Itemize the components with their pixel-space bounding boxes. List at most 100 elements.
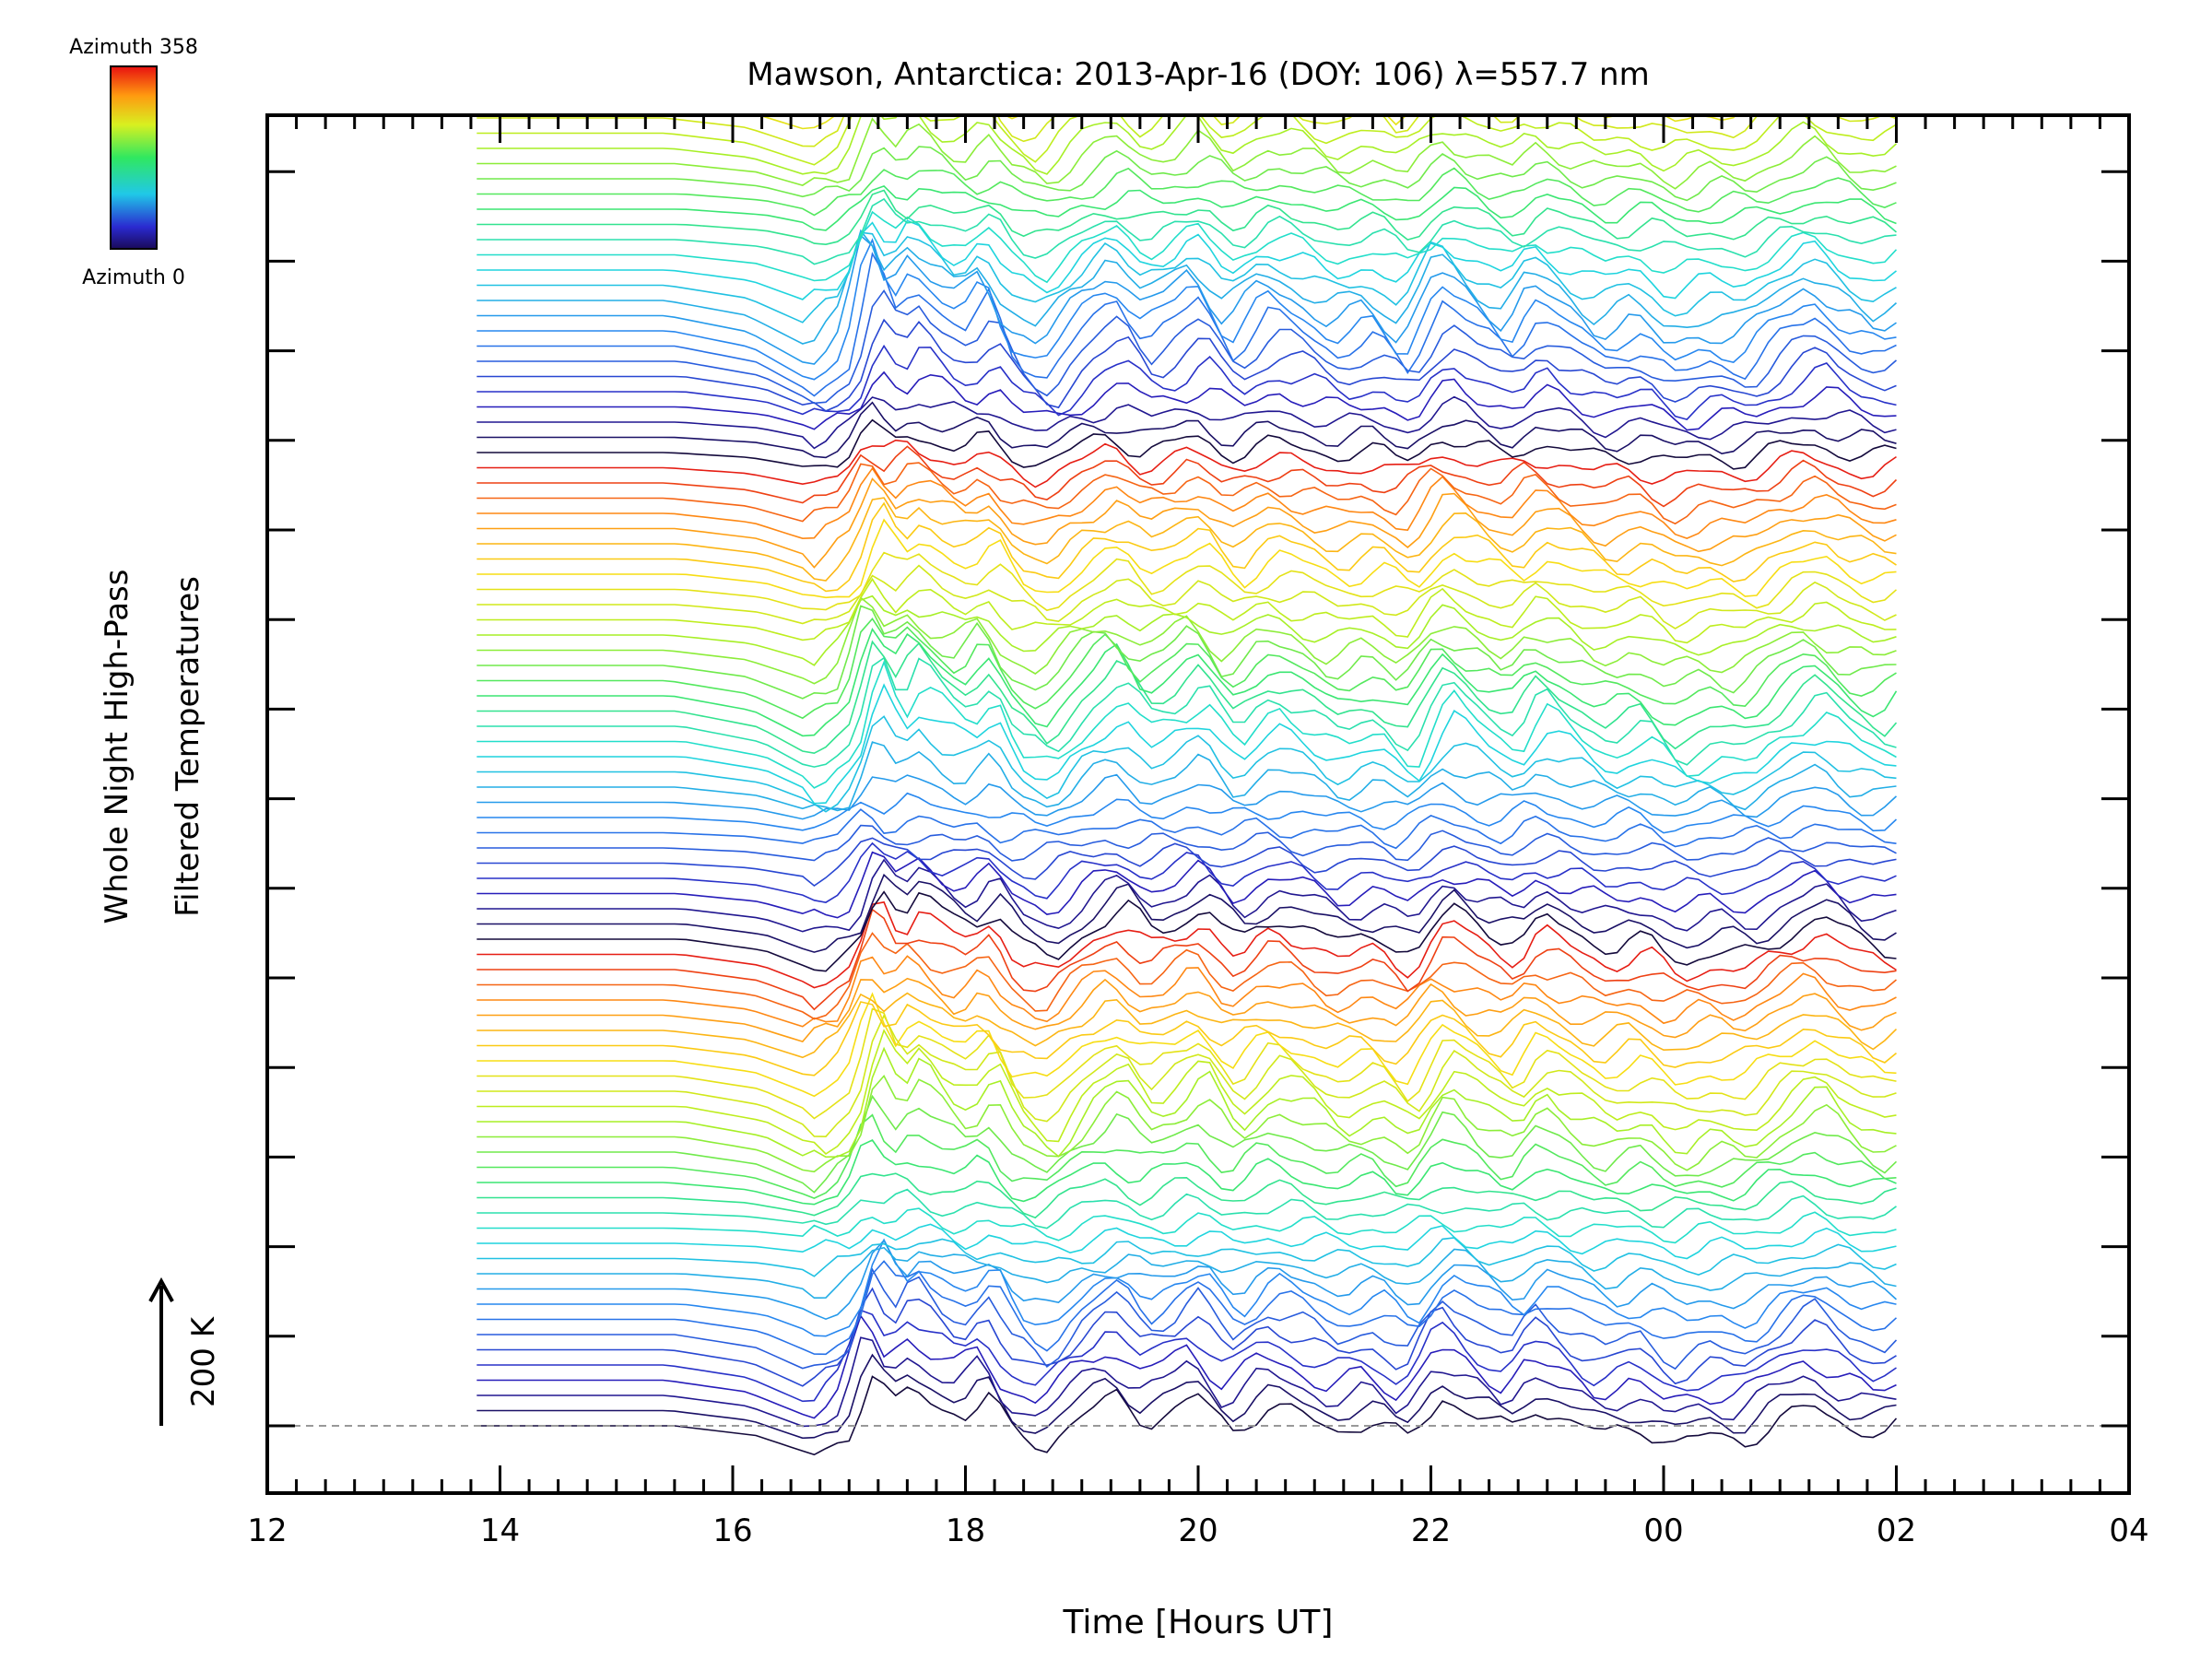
temperature-trace	[477, 477, 1897, 569]
temperature-trace	[477, 0, 1896, 57]
temperature-trace	[477, 1287, 1897, 1387]
temperature-trace	[477, 1094, 1898, 1194]
temperature-trace	[477, 518, 1897, 599]
x-tick-label: 04	[2109, 1512, 2148, 1549]
temperature-trace	[477, 873, 1897, 953]
temperature-trace	[477, 841, 1897, 903]
temperature-trace	[477, 890, 1897, 972]
x-tick-label: 22	[1411, 1512, 1451, 1549]
temperature-trace	[477, 1046, 1897, 1159]
temperature-trace	[477, 0, 1896, 7]
x-axis-label: Time [Hours UT]	[1063, 1604, 1334, 1641]
x-tick-label: 02	[1877, 1512, 1916, 1549]
temperature-trace	[477, 908, 1897, 1011]
temperature-trace	[477, 992, 1897, 1098]
temperature-trace	[477, 210, 1898, 284]
temperature-trace	[477, 851, 1897, 919]
temperature-trace	[477, 1001, 1898, 1077]
colorbar-top-label: Azimuth 358	[69, 36, 198, 59]
temperature-trace	[477, 318, 1897, 412]
scale-bar-arrowhead-icon	[148, 1277, 174, 1302]
temperature-trace	[477, 1309, 1897, 1403]
temperature-trace	[477, 115, 1898, 175]
temperature-trace	[477, 1238, 1897, 1337]
x-tick-label: 16	[712, 1512, 752, 1549]
x-tick-label: 18	[946, 1512, 985, 1549]
temperature-trace	[477, 605, 1897, 700]
temperature-trace	[477, 1239, 1898, 1321]
temperature-trace	[477, 992, 1898, 1059]
temperature-trace	[477, 1260, 1898, 1356]
temperature-trace	[477, 115, 1897, 166]
temperature-trace	[477, 219, 1898, 300]
temperature-trace	[477, 252, 1897, 397]
temperature-trace	[477, 900, 1897, 989]
temperature-traces	[477, 0, 1898, 1456]
temperature-trace	[477, 1113, 1897, 1199]
temperature-trace	[477, 0, 1896, 19]
temperature-trace	[477, 1188, 1897, 1230]
temperature-trace	[477, 344, 1897, 420]
temperature-trace	[477, 741, 1897, 812]
temperature-trace	[477, 231, 1897, 324]
temperature-trace	[477, 640, 1898, 755]
scale-bar: 200 K	[148, 1277, 222, 1426]
temperature-trace	[477, 1138, 1897, 1206]
colorbar-bottom-label: Azimuth 0	[82, 266, 185, 289]
temperature-trace	[477, 1074, 1897, 1173]
temperature-trace	[477, 395, 1897, 450]
temperature-trace	[477, 577, 1897, 644]
temperature-trace	[477, 656, 1897, 768]
temperature-trace	[477, 594, 1897, 666]
temperature-trace	[477, 197, 1897, 265]
temperature-trace	[477, 792, 1898, 834]
chart-title: Mawson, Antarctica: 2013-Apr-16 (DOY: 10…	[747, 56, 1649, 93]
y-axis-label-line2: Filtered Temperatures	[170, 576, 206, 917]
temperature-trace	[477, 1029, 1897, 1156]
temperature-trace	[477, 229, 1898, 345]
temperature-trace	[477, 1353, 1897, 1440]
temperature-trace	[477, 1314, 1897, 1419]
x-tick-label: 14	[480, 1512, 520, 1549]
temperature-trace	[477, 773, 1898, 820]
temperature-trace	[477, 501, 1897, 593]
temperature-trace	[477, 497, 1897, 582]
temperature-trace	[477, 1267, 1898, 1371]
temperature-trace	[477, 1223, 1897, 1260]
x-tick-label: 12	[247, 1512, 287, 1549]
temperature-trace	[477, 115, 1897, 147]
temperature-trace	[477, 1237, 1897, 1277]
temperature-trace	[477, 551, 1898, 612]
temperature-trace	[477, 0, 1896, 43]
x-tick-label: 00	[1643, 1512, 1683, 1549]
temperature-trace	[477, 238, 1897, 381]
temperature-trace	[477, 858, 1897, 933]
temperature-trace	[477, 146, 1897, 202]
temperature-trace	[477, 837, 1897, 887]
temperature-trace	[477, 660, 1897, 789]
temperature-trace	[477, 596, 1897, 685]
temperature-trace	[477, 1007, 1897, 1120]
temperature-trace	[477, 439, 1897, 488]
temperature-trace	[477, 977, 1897, 1043]
temperature-trace	[477, 932, 1898, 1020]
temperature-trace	[477, 627, 1898, 737]
temperature-trace	[477, 184, 1897, 231]
temperature-trace	[477, 564, 1897, 629]
temperature-trace	[477, 1172, 1897, 1219]
temperature-trace	[477, 167, 1897, 217]
temperature-trace	[477, 466, 1897, 540]
colorbar: Azimuth 358 Azimuth 0	[69, 36, 198, 289]
temperature-trace	[477, 808, 1897, 850]
temperature-trace	[477, 0, 1896, 29]
temperature-trace	[477, 371, 1897, 431]
temperature-trace	[477, 418, 1897, 470]
colorbar-gradient	[110, 65, 158, 250]
scale-bar-label: 200 K	[185, 1315, 222, 1407]
y-axis-label-line1: Whole Night High-Pass	[99, 570, 135, 924]
temperature-trace	[477, 117, 1897, 190]
axes: 12 14 16 18 20 22 00 02 04	[247, 115, 2149, 1549]
x-tick-label: 20	[1178, 1512, 1218, 1549]
temperature-trace	[477, 824, 1897, 862]
